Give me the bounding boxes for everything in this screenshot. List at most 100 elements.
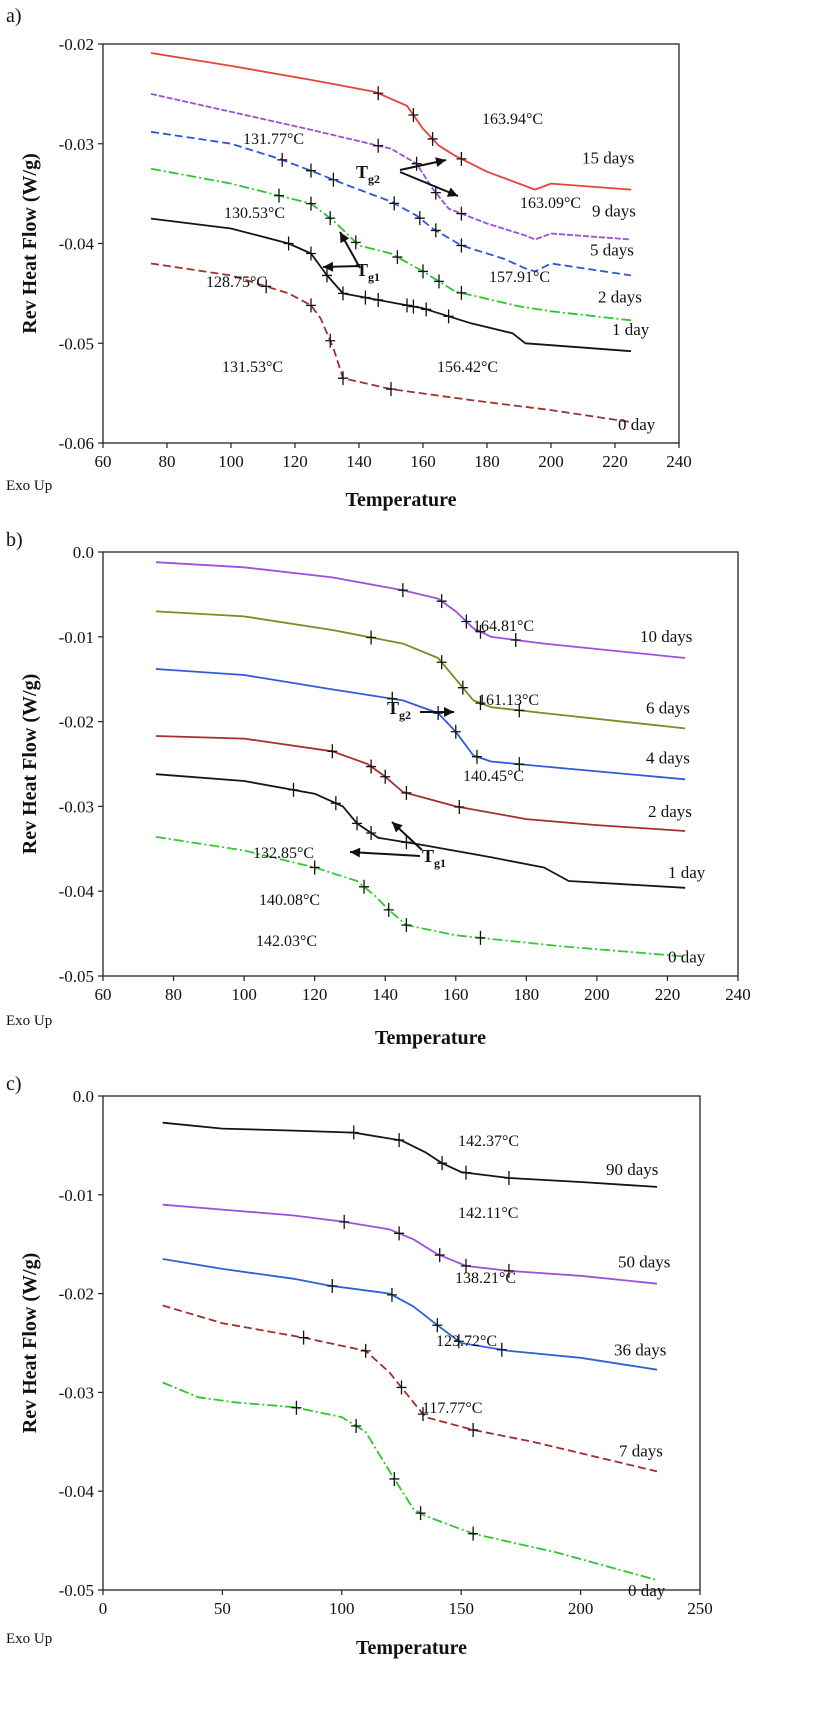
tangent-marker	[456, 151, 467, 166]
tangent-marker	[437, 1156, 448, 1171]
tg-arrowhead	[323, 261, 334, 272]
y-tick-label: -0.06	[59, 434, 94, 453]
series-label-7-days: 7 days	[619, 1441, 663, 1460]
series-label-10-days: 10 days	[640, 627, 692, 646]
tangent-marker	[471, 749, 482, 764]
tangent-marker	[503, 1171, 514, 1185]
tangent-marker	[394, 1226, 405, 1241]
tangent-marker	[434, 274, 444, 289]
y-tick-label: -0.02	[59, 713, 94, 732]
y-tick-label: -0.01	[59, 1186, 94, 1205]
tangent-marker	[366, 630, 377, 645]
x-tick-label: 240	[725, 985, 751, 1004]
tg-arrowhead	[435, 157, 446, 168]
tangent-marker	[430, 185, 441, 200]
tangent-marker	[456, 206, 467, 221]
x-tick-label: 220	[655, 985, 681, 1004]
y-tick-label: -0.03	[59, 135, 94, 154]
tg-value-label: 140.08°C	[259, 892, 320, 909]
series-label-36-days: 36 days	[614, 1341, 666, 1360]
tangent-marker	[450, 724, 461, 739]
tg-g2-label: Tg2	[356, 162, 380, 186]
tangent-marker	[460, 1258, 471, 1273]
tangent-marker	[373, 292, 384, 307]
tangent-marker	[373, 138, 384, 153]
tangent-marker	[306, 196, 316, 211]
series-line-0-day	[155, 836, 686, 958]
tangent-marker	[432, 1318, 443, 1333]
tangent-marker	[394, 1133, 405, 1148]
tangent-marker	[387, 691, 398, 706]
tangent-marker	[401, 785, 412, 800]
y-axis-title: Rev Heat Flow (W/g)	[19, 674, 41, 855]
y-axis-title: Rev Heat Flow (W/g)	[19, 1253, 41, 1434]
series-label-1-day: 1 day	[612, 320, 650, 339]
tangent-marker	[433, 706, 444, 721]
series-line-6-days	[155, 610, 686, 730]
series-label-0-day: 0 day	[618, 415, 656, 434]
y-tick-label: -0.04	[59, 882, 95, 901]
tangent-marker	[443, 309, 454, 324]
x-tick-label: 100	[329, 1599, 355, 1618]
series-line-7-days	[162, 1304, 658, 1473]
y-tick-label: -0.01	[59, 628, 94, 647]
chart-panel-b: b) 60 80 100 120 140 160 180 200 220 240 0.0 -0.01 -0…	[6, 529, 751, 1049]
tangent-marker	[386, 382, 396, 397]
series-label-4-days: 4 days	[646, 748, 690, 767]
tg-value-label: 123.72°C	[436, 1333, 497, 1350]
tg-g1-label: Tg1	[356, 260, 380, 284]
tangent-marker	[366, 825, 377, 840]
tangent-marker	[461, 614, 472, 629]
tg-value-label: 163.94°C	[482, 111, 543, 128]
y-tick-label: 0.0	[73, 1087, 94, 1106]
tangent-marker	[389, 1471, 400, 1486]
tangent-marker	[396, 1380, 407, 1395]
x-tick-label: 240	[666, 452, 692, 471]
x-tick-label: 200	[538, 452, 564, 471]
tangent-marker	[306, 298, 316, 313]
tangent-marker	[401, 918, 412, 933]
tangent-marker	[436, 594, 447, 609]
series-label-90-days: 90 days	[606, 1160, 658, 1179]
x-tick-label: 200	[568, 1599, 594, 1618]
y-tick-label: -0.05	[59, 1581, 94, 1600]
series-line-9-days	[150, 93, 632, 241]
series-line-90-days	[162, 1121, 658, 1188]
series-line-50-days	[162, 1203, 658, 1285]
tangent-marker	[510, 632, 521, 647]
x-tick-label: 200	[584, 985, 610, 1004]
x-tick-label: 100	[231, 985, 257, 1004]
tangent-marker	[306, 163, 316, 178]
tg-arrowhead	[446, 187, 458, 197]
tg-value-label: 156.42°C	[437, 359, 498, 376]
y-tick-label: -0.05	[59, 967, 94, 986]
tangent-marker	[330, 796, 341, 811]
chart-panel-a: a) 60 80 100 120 140 160 180 200 220 240 -0.02 -0.03…	[6, 5, 692, 511]
tangent-marker	[460, 1165, 471, 1180]
tangent-marker	[397, 583, 408, 598]
tangent-marker	[338, 371, 348, 386]
series-label-2-days: 2 days	[598, 287, 642, 306]
tangent-marker	[496, 1342, 507, 1357]
series-line-36-days	[162, 1258, 658, 1371]
tangent-marker	[401, 835, 412, 850]
series-label-50-days: 50 days	[618, 1253, 670, 1272]
tangent-marker	[291, 1400, 302, 1415]
series-label-15-days: 15 days	[582, 149, 634, 168]
series-line-4-days	[155, 668, 686, 781]
tangent-marker	[434, 1248, 445, 1263]
tangent-marker	[503, 1263, 514, 1278]
tangent-marker	[457, 680, 468, 695]
tg-value-label: 164.81°C	[473, 618, 534, 635]
series-line-0-day	[162, 1381, 658, 1581]
tangent-marker	[327, 1279, 338, 1294]
x-axis-title: Temperature	[375, 1027, 486, 1049]
tg-value-label: 142.37°C	[458, 1133, 519, 1150]
y-tick-label: -0.03	[59, 797, 94, 816]
tangent-marker	[274, 188, 284, 203]
x-axis-title: Temperature	[356, 1637, 467, 1659]
series-label-1-day: 1 day	[668, 863, 706, 882]
panel-label: a)	[6, 5, 22, 27]
exo-up-label: Exo Up	[6, 1631, 52, 1647]
